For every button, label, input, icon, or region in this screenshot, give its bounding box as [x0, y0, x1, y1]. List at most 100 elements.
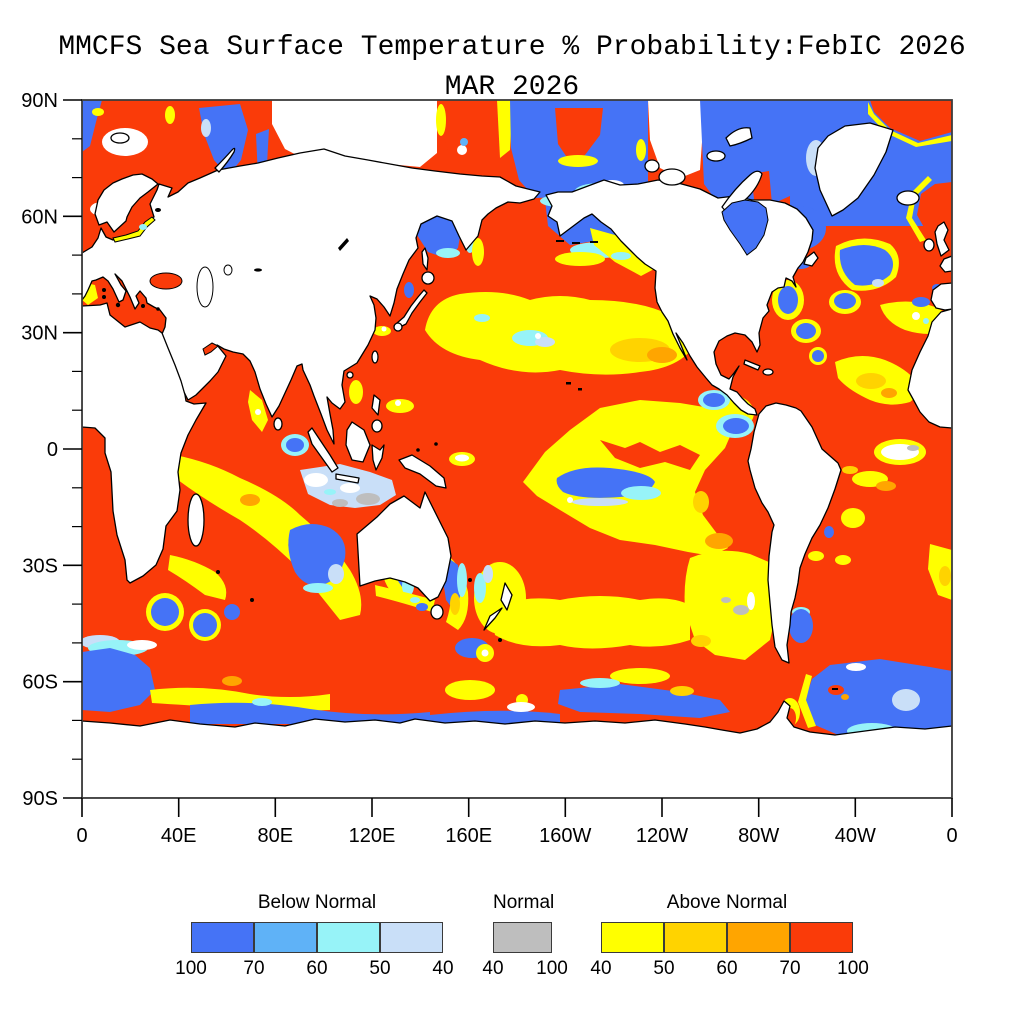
land-iceland — [896, 190, 920, 206]
x-tick-label: 120E — [349, 825, 396, 847]
legend-tick: 70 — [779, 958, 801, 979]
land-sulawesi — [371, 444, 385, 471]
inland-seas — [112, 199, 769, 356]
x-tick-label: 40W — [835, 825, 876, 847]
land-madagascar — [187, 493, 205, 547]
land-java — [335, 473, 360, 484]
land-nz-south — [483, 607, 503, 631]
x-axis: 0 40E 80E 120E 160E 160W 120W 80W 40W 0 — [76, 798, 958, 847]
legend-tick: 100 — [837, 958, 869, 979]
x-tick-label: 160E — [445, 825, 492, 847]
page-subtitle: MAR 2026 — [444, 72, 580, 103]
swatch-above-100 — [790, 922, 853, 953]
land-japan — [396, 289, 428, 328]
legend-below-colorbar — [191, 922, 443, 953]
legend-above-ticks: 40 50 60 70 100 — [590, 953, 868, 979]
swatch-below-50 — [380, 922, 443, 953]
ocean-probability-fields — [82, 100, 952, 748]
y-tick-label: 30S — [22, 555, 58, 577]
land-banks-island — [644, 159, 660, 173]
land-scandinavia — [94, 173, 159, 233]
land-svalbard — [110, 132, 130, 144]
land-australia — [356, 491, 452, 602]
swatch-below-100 — [191, 922, 254, 953]
legend-below-normal: Below Normal 100 70 60 50 40 — [175, 892, 453, 979]
hudson-bay — [721, 199, 769, 256]
land-newguinea — [398, 454, 447, 489]
legend-tick: 40 — [432, 958, 454, 979]
legend-tick: 70 — [243, 958, 265, 979]
x-tick-label: 0 — [76, 825, 87, 847]
swatch-normal — [493, 922, 552, 953]
legend-normal: Normal 40 100 — [482, 892, 567, 979]
land-africa — [82, 302, 207, 584]
legend-normal-ticks: 40 100 — [482, 953, 567, 979]
caspian-sea — [196, 266, 214, 308]
y-tick-label: 60S — [22, 672, 58, 694]
land-srilanka — [273, 417, 283, 431]
y-tick-label: 90S — [22, 788, 58, 810]
land-newfoundland — [803, 251, 819, 267]
land-ireland — [923, 238, 935, 252]
land-antarctica — [82, 700, 952, 798]
x-tick-label: 80E — [258, 825, 294, 847]
page-title: MMCFS Sea Surface Temperature % Probabil… — [58, 32, 966, 63]
legend-normal-title: Normal — [493, 892, 555, 913]
legend-below-ticks: 100 70 60 50 40 — [175, 953, 453, 979]
x-tick-label: 80W — [738, 825, 779, 847]
swatch-above-60 — [727, 922, 790, 953]
legend-above-normal: Above Normal 40 50 60 70 100 — [590, 892, 868, 979]
legend-tick: 50 — [653, 958, 675, 979]
persian-gulf — [202, 342, 219, 356]
y-tick-label: 60N — [21, 206, 58, 228]
swatch-above-40 — [601, 922, 664, 953]
land-hispaniola — [762, 368, 774, 376]
baltic-sea — [112, 216, 156, 243]
x-tick-label: 160W — [539, 825, 591, 847]
land-hokkaido — [421, 271, 435, 285]
legend-tick: 100 — [175, 958, 207, 979]
y-tick-label: 90N — [21, 90, 58, 112]
land-victoria-island — [658, 168, 686, 186]
legend-tick: 40 — [482, 958, 504, 979]
land-ellesmere — [725, 127, 753, 147]
swatch-above-50 — [664, 922, 727, 953]
land-borneo — [345, 421, 371, 463]
land-eurasia — [82, 148, 541, 445]
y-axis-minor-ticks — [72, 138, 82, 760]
land-cuba — [743, 359, 761, 371]
legend-above-title: Above Normal — [666, 892, 788, 913]
x-tick-label: 120W — [636, 825, 688, 847]
legend-tick: 100 — [536, 958, 568, 979]
black-sea — [149, 272, 183, 290]
legend-tick: 60 — [716, 958, 738, 979]
land-nz-north — [500, 582, 513, 611]
legend-tick: 60 — [306, 958, 328, 979]
y-tick-label: 30N — [21, 323, 58, 345]
land-novaya-zemlya — [214, 147, 236, 173]
swatch-below-60 — [317, 922, 380, 953]
legend-above-colorbar — [601, 922, 853, 953]
swatch-below-70 — [254, 922, 317, 953]
land-sumatra — [307, 427, 339, 473]
legend-normal-colorbar — [493, 922, 552, 953]
y-tick-label: 0 — [47, 439, 58, 461]
land-devon-island — [706, 150, 726, 162]
map-content — [82, 100, 952, 798]
land-south-america — [747, 402, 842, 664]
legend-below-title: Below Normal — [257, 892, 377, 913]
legend-tick: 50 — [369, 958, 391, 979]
x-tick-label: 40E — [161, 825, 197, 847]
land-greenland — [814, 122, 894, 217]
land-philippines — [371, 394, 381, 416]
land-france-wrap — [939, 255, 952, 273]
land-taiwan — [371, 350, 379, 364]
land-hainan — [346, 371, 354, 379]
y-axis: 90N 60N 30N 0 30S 60S 90S — [21, 90, 82, 810]
x-tick-label: 0 — [946, 825, 957, 847]
aral-sea — [223, 264, 233, 276]
land-britain — [934, 221, 950, 257]
land-tasmania — [430, 604, 444, 620]
